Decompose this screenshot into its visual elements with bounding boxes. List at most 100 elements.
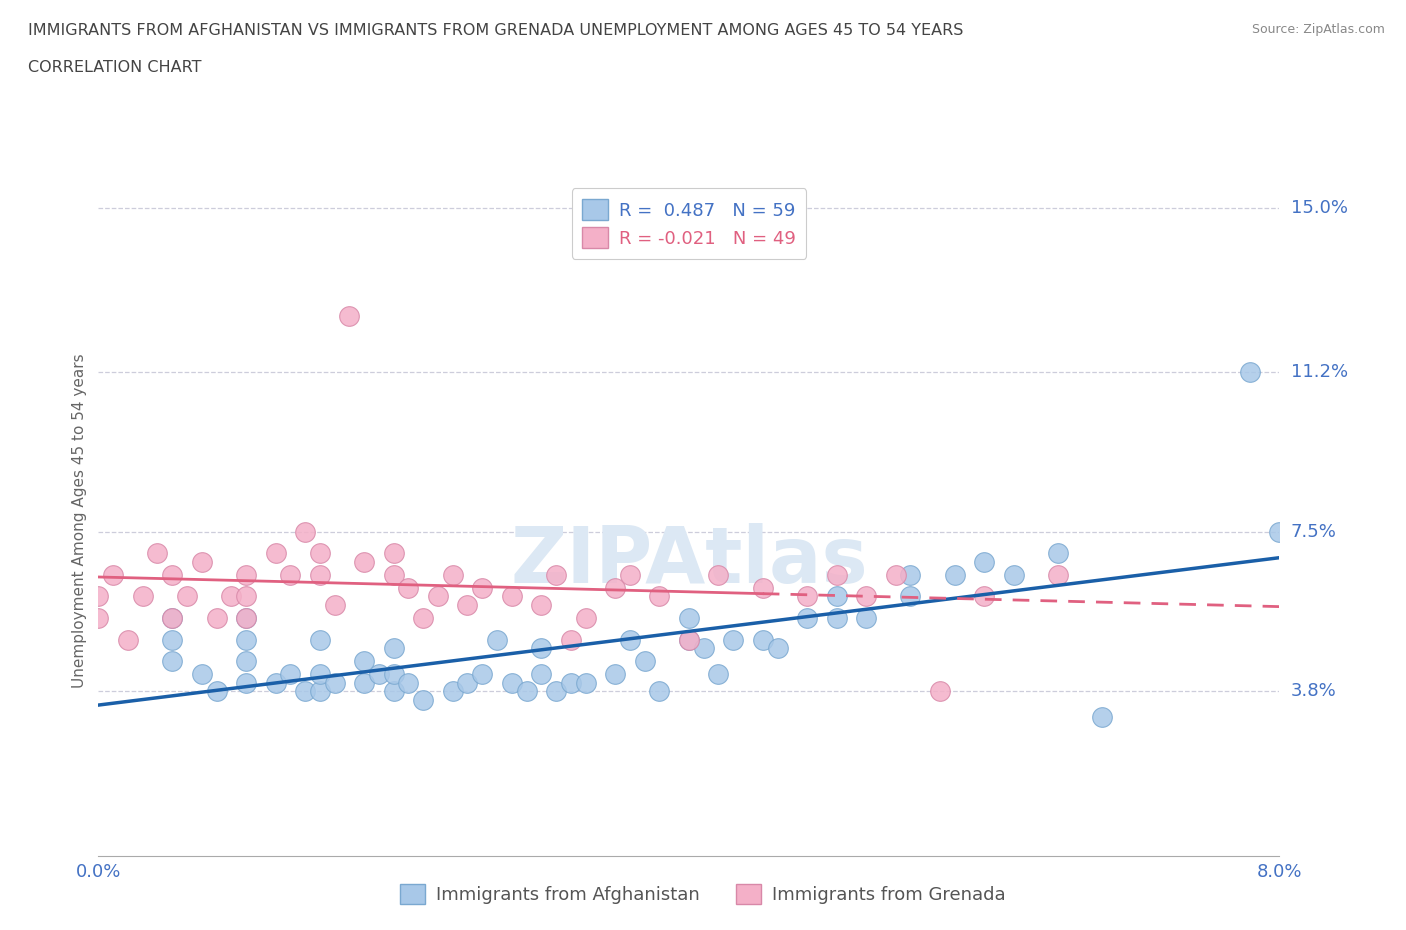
Point	[605, 580, 627, 595]
Point	[678, 632, 700, 647]
Point	[515, 684, 537, 698]
Point	[353, 675, 375, 690]
Point	[146, 546, 169, 561]
Point	[501, 589, 523, 604]
Point	[426, 589, 449, 604]
Point	[1002, 567, 1025, 582]
Point	[337, 308, 360, 323]
Point	[796, 589, 818, 604]
Point	[162, 654, 183, 669]
Point	[544, 567, 567, 582]
Point	[898, 567, 921, 582]
Point	[943, 567, 966, 582]
Point	[162, 632, 183, 647]
Point	[412, 693, 434, 708]
Point	[353, 654, 375, 669]
Point	[574, 675, 596, 690]
Point	[530, 667, 553, 682]
Point	[396, 675, 419, 690]
Point	[308, 546, 332, 561]
Point	[412, 611, 434, 626]
Legend: Immigrants from Afghanistan, Immigrants from Grenada: Immigrants from Afghanistan, Immigrants …	[392, 876, 1014, 911]
Point	[235, 611, 257, 626]
Point	[471, 667, 494, 682]
Text: IMMIGRANTS FROM AFGHANISTAN VS IMMIGRANTS FROM GRENADA UNEMPLOYMENT AMONG AGES 4: IMMIGRANTS FROM AFGHANISTAN VS IMMIGRANT…	[28, 23, 963, 38]
Point	[574, 611, 596, 626]
Point	[605, 667, 627, 682]
Point	[825, 611, 848, 626]
Point	[751, 580, 773, 595]
Text: Source: ZipAtlas.com: Source: ZipAtlas.com	[1251, 23, 1385, 36]
Point	[264, 675, 287, 690]
Point	[678, 611, 700, 626]
Point	[633, 654, 655, 669]
Point	[928, 684, 950, 698]
Point	[235, 654, 257, 669]
Point	[707, 667, 730, 682]
Point	[825, 589, 848, 604]
Point	[205, 684, 228, 698]
Point	[678, 632, 700, 647]
Point	[1239, 365, 1261, 379]
Point	[323, 675, 346, 690]
Point	[162, 611, 183, 626]
Point	[308, 667, 332, 682]
Point	[294, 684, 316, 698]
Point	[796, 611, 818, 626]
Point	[323, 598, 346, 613]
Point	[382, 684, 405, 698]
Text: ZIPAtlas: ZIPAtlas	[510, 523, 868, 599]
Point	[235, 589, 257, 604]
Point	[1046, 567, 1069, 582]
Point	[884, 567, 907, 582]
Point	[693, 641, 716, 656]
Text: 11.2%: 11.2%	[1291, 363, 1348, 380]
Point	[619, 567, 641, 582]
Y-axis label: Unemployment Among Ages 45 to 54 years: Unemployment Among Ages 45 to 54 years	[72, 353, 87, 688]
Point	[278, 567, 301, 582]
Point	[191, 554, 214, 569]
Point	[396, 580, 419, 595]
Text: 15.0%: 15.0%	[1291, 199, 1347, 217]
Point	[132, 589, 155, 604]
Point	[441, 567, 464, 582]
Point	[235, 675, 257, 690]
Point	[294, 525, 316, 539]
Point	[485, 632, 508, 647]
Point	[648, 589, 671, 604]
Point	[973, 589, 995, 604]
Point	[235, 632, 257, 647]
Point	[973, 554, 995, 569]
Point	[766, 641, 789, 656]
Point	[162, 611, 183, 626]
Point	[560, 675, 582, 690]
Point	[898, 589, 921, 604]
Point	[530, 641, 553, 656]
Point	[87, 589, 110, 604]
Point	[648, 684, 671, 698]
Point	[1268, 525, 1291, 539]
Point	[87, 611, 110, 626]
Point	[162, 567, 183, 582]
Point	[619, 632, 641, 647]
Point	[1091, 710, 1114, 724]
Point	[456, 598, 478, 613]
Point	[560, 632, 582, 647]
Legend: R =  0.487   N = 59, R = -0.021   N = 49: R = 0.487 N = 59, R = -0.021 N = 49	[572, 189, 806, 259]
Point	[825, 567, 848, 582]
Point	[751, 632, 773, 647]
Point	[855, 611, 877, 626]
Point	[855, 589, 877, 604]
Point	[382, 567, 405, 582]
Point	[191, 667, 214, 682]
Point	[471, 580, 494, 595]
Text: 3.8%: 3.8%	[1291, 683, 1336, 700]
Point	[308, 684, 332, 698]
Point	[707, 567, 730, 582]
Point	[235, 611, 257, 626]
Point	[382, 667, 405, 682]
Text: 7.5%: 7.5%	[1291, 523, 1337, 540]
Text: CORRELATION CHART: CORRELATION CHART	[28, 60, 201, 75]
Point	[219, 589, 242, 604]
Point	[1046, 546, 1069, 561]
